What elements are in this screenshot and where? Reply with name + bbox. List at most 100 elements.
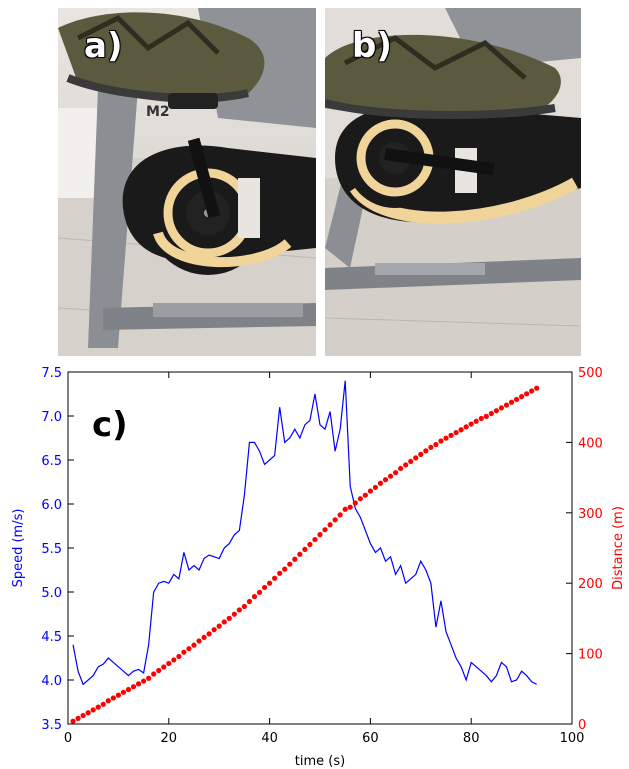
distance-point	[267, 580, 273, 586]
distance-point	[478, 415, 484, 422]
distance-point	[453, 429, 459, 436]
distance-point	[483, 413, 489, 419]
distance-point	[110, 695, 116, 701]
distance-point	[519, 394, 525, 400]
distance-point	[186, 646, 192, 652]
y-tick-label: 7.0	[41, 410, 62, 425]
panel-label-c: c)	[92, 405, 128, 445]
distance-point	[171, 657, 177, 663]
chart-svg: time (s) Speed (m/s) Distance (m) 0 20 40 6…	[11, 366, 626, 769]
distance-point	[211, 627, 217, 633]
distance-point	[231, 611, 237, 617]
distance-point	[322, 527, 328, 533]
distance-point	[302, 546, 308, 553]
distance-point	[80, 712, 86, 719]
distance-point	[307, 541, 313, 548]
distance-point	[418, 451, 424, 457]
y-tick-label: 5.0	[41, 586, 62, 601]
distance-point	[443, 435, 449, 441]
distance-point	[151, 671, 157, 677]
distance-point	[352, 500, 358, 506]
chart-c: time (s) Speed (m/s) Distance (m) 0 20 40 6…	[0, 360, 629, 769]
distance-point	[221, 619, 227, 625]
distance-point	[141, 678, 147, 684]
distance-point	[433, 441, 439, 448]
distance-point	[120, 689, 127, 695]
distance-point	[236, 607, 242, 613]
distance-point	[95, 704, 101, 710]
distance-point	[393, 470, 399, 476]
speed-series-line	[72, 380, 537, 686]
y-tick-label: 6.5	[41, 454, 62, 469]
distance-point	[241, 603, 247, 610]
distance-point	[85, 710, 91, 716]
distance-point	[503, 402, 510, 408]
distance-point	[246, 598, 253, 605]
distance-point	[251, 593, 258, 600]
distance-point	[100, 701, 106, 707]
y-tick-label: 5.5	[41, 542, 62, 557]
y-tick-label: 4.5	[41, 630, 62, 645]
distance-point	[473, 418, 479, 424]
distance-point	[493, 408, 499, 414]
distance-point	[181, 649, 187, 655]
photo-b	[325, 8, 581, 356]
distance-point	[256, 589, 263, 595]
distance-point	[297, 551, 303, 557]
distance-point	[196, 638, 202, 644]
distance-point	[156, 667, 162, 674]
distance-point	[272, 575, 278, 581]
y2-axis-label: Distance (m)	[611, 506, 626, 590]
distance-point	[367, 488, 373, 494]
y2-tick-label: 500	[578, 366, 603, 381]
distance-point	[357, 496, 363, 502]
panel-label-b: b)	[352, 26, 392, 66]
distance-point	[191, 642, 197, 648]
distance-point	[398, 465, 404, 472]
distance-point	[382, 477, 389, 483]
distance-point	[428, 444, 434, 450]
distance-point	[176, 653, 182, 660]
distance-point	[342, 506, 348, 512]
distance-point	[226, 615, 232, 621]
x-tick-label: 0	[64, 731, 72, 746]
x-tick-label: 100	[560, 731, 585, 746]
distance-point	[261, 584, 268, 591]
y-tick-label: 7.5	[41, 366, 62, 381]
distance-point	[524, 391, 530, 397]
distance-point	[206, 631, 212, 637]
panel-label-a: a)	[84, 26, 123, 66]
frame-brand-text: M2	[146, 104, 170, 120]
distance-point	[513, 396, 520, 403]
distance-point	[216, 623, 222, 629]
x-tick-label: 20	[161, 731, 178, 746]
y2-tick-label: 0	[578, 718, 586, 733]
distance-point	[408, 458, 414, 465]
y2-tick-label: 200	[578, 577, 603, 592]
y-axis-label: Speed (m/s)	[11, 509, 26, 588]
x-tick-label: 80	[463, 731, 480, 746]
distance-point	[438, 438, 444, 444]
distance-point	[282, 566, 288, 572]
y2-tick-label: 100	[578, 648, 603, 663]
distance-point	[70, 718, 76, 724]
distance-point	[387, 473, 394, 479]
distance-point	[498, 405, 505, 411]
y2-tick-label: 400	[578, 436, 603, 451]
distance-point	[317, 532, 323, 538]
x-tick-label: 40	[261, 731, 278, 746]
photo-a: M2	[58, 8, 316, 356]
x-tick-label: 60	[362, 731, 379, 746]
distance-point	[332, 517, 338, 523]
distance-point	[463, 424, 469, 430]
distance-point	[115, 692, 121, 698]
distance-point	[458, 427, 464, 433]
distance-point	[362, 492, 368, 498]
distance-point	[90, 707, 96, 713]
y-tick-label: 6.0	[41, 498, 62, 513]
distance-point	[403, 462, 409, 468]
y2-tick-label: 300	[578, 507, 603, 522]
distance-point	[529, 388, 535, 394]
distance-point	[292, 556, 298, 562]
y-tick-label: 4.0	[41, 674, 62, 689]
